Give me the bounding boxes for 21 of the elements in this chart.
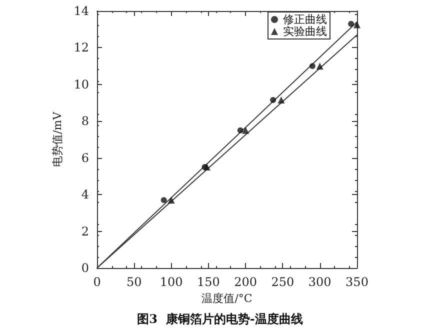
x-tick-label: 300	[308, 275, 332, 289]
y-tick-label: 8	[81, 114, 89, 128]
y-tick-label: 12	[74, 40, 89, 55]
x-tick-label: 0	[93, 275, 101, 289]
legend-label: 实验曲线	[283, 25, 327, 38]
y-tick-label: 14	[74, 4, 90, 18]
x-tick-label: 200	[234, 275, 258, 289]
x-tick-label: 100	[160, 275, 183, 289]
y-axis-title: 电势值/mV	[50, 110, 64, 168]
y-tick-label: 0	[81, 261, 89, 275]
text: 图3 康铜箔片的电势-温度曲线	[137, 312, 303, 326]
x-tick-label: 50	[126, 275, 142, 289]
x-tick-label: 350	[346, 275, 368, 289]
y-tick-label: 2	[81, 224, 89, 238]
y-tick-label: 10	[74, 77, 89, 92]
legend-label: 修正曲线	[283, 13, 327, 26]
y-tick-label: 4	[81, 188, 90, 202]
x-axis-title: 温度值/°C	[202, 292, 252, 305]
y-tick-label: 6	[81, 150, 89, 165]
x-tick-label: 250	[271, 275, 294, 289]
x-tick-label: 150	[196, 275, 220, 289]
